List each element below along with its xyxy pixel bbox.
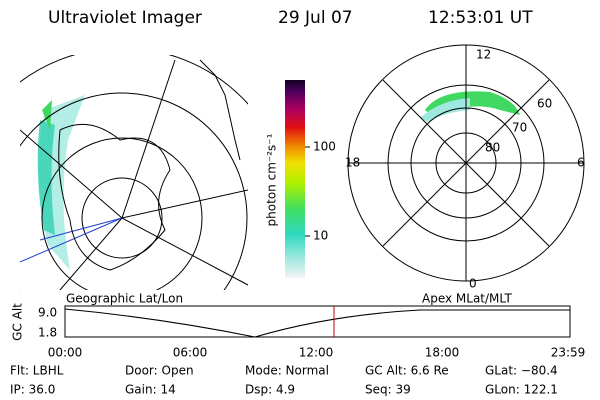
- timeline-frame: [64, 305, 571, 338]
- title: Ultraviolet Imager: [48, 8, 202, 28]
- status-field: GC Alt: 6.6 Re: [365, 364, 449, 378]
- y-label: GC Alt: [11, 303, 25, 341]
- polar-ring-label: 60: [537, 97, 552, 111]
- status-field: Gain: 14: [125, 383, 176, 397]
- status-field: IP: 36.0: [10, 383, 55, 397]
- x-tick: 12:00: [299, 346, 334, 360]
- colorbar-tick: 100: [313, 140, 336, 154]
- polar-label: 6: [577, 156, 585, 170]
- altitude-curve: [64, 308, 570, 338]
- polar-label: 18: [345, 156, 360, 170]
- polar-label: 0: [469, 277, 477, 291]
- status-field: GLat: −80.4: [485, 364, 558, 378]
- colorbar-label: photon cm⁻²s⁻¹: [265, 133, 279, 226]
- colorbar-tick: 10: [313, 229, 328, 243]
- status-field: Dsp: 4.9: [245, 383, 295, 397]
- x-tick: 23:59: [551, 346, 586, 360]
- x-tick: 06:00: [173, 346, 208, 360]
- timeline-title: Apex MLat/MLT: [422, 292, 512, 306]
- polar-plot: [347, 44, 585, 282]
- time: 12:53:01 UT: [428, 8, 533, 28]
- status: Flt: LBHL Door: Open Mode: Normal GC Alt: 6…: [10, 364, 558, 397]
- geo-map: [20, 55, 248, 290]
- y-tick: 9.0: [38, 306, 57, 320]
- status-field: Mode: Normal: [245, 364, 329, 378]
- status-field: Flt: LBHL: [10, 364, 64, 378]
- status-field: Door: Open: [125, 364, 194, 378]
- colorbar: [285, 80, 305, 278]
- polar-ring-label: 70: [512, 121, 527, 135]
- status-field: GLon: 122.1: [485, 383, 558, 397]
- x-tick: 18:00: [425, 346, 460, 360]
- y-tick: 1.8: [38, 326, 57, 340]
- timeline-title: Geographic Lat/Lon: [66, 292, 183, 306]
- x-tick: 00:00: [48, 346, 83, 360]
- date: 29 Jul 07: [278, 8, 353, 28]
- polar-ring-label: 80: [485, 141, 500, 155]
- polar-label: 12: [476, 48, 491, 62]
- status-field: Seq: 39: [365, 383, 411, 397]
